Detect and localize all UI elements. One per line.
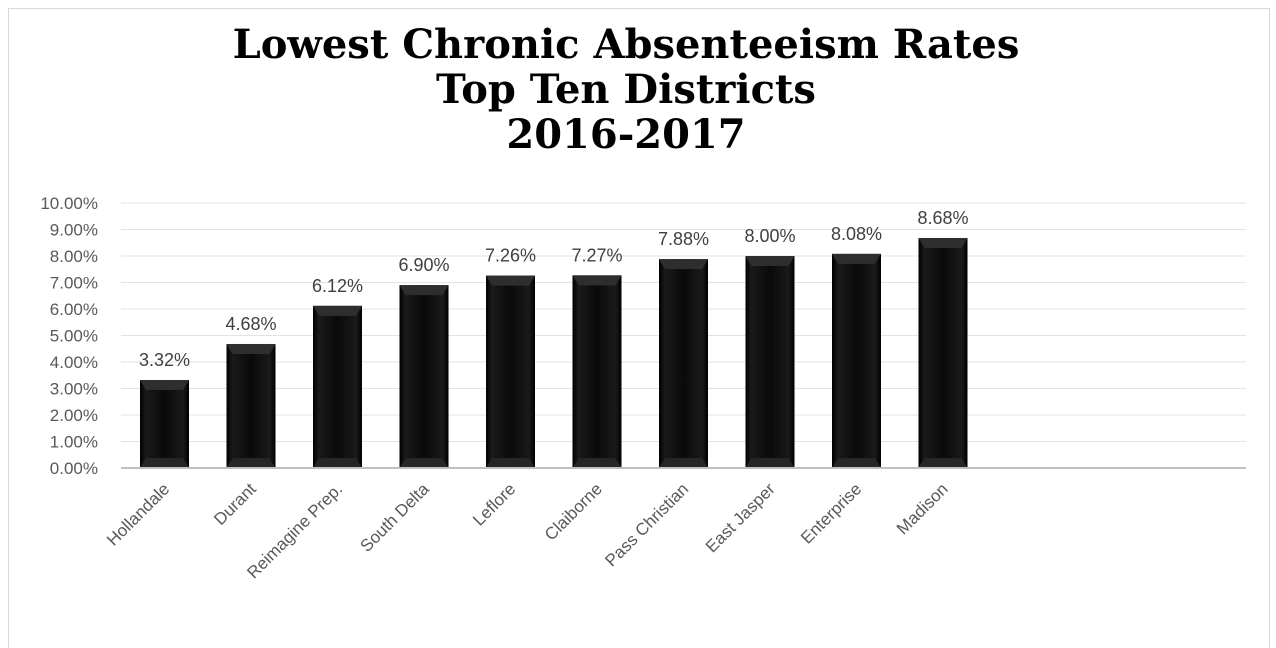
y-tick-label: 2.00% bbox=[50, 406, 98, 425]
data-label: 8.68% bbox=[917, 208, 968, 228]
chart-frame bbox=[8, 8, 1270, 648]
y-tick-label: 10.00% bbox=[40, 194, 98, 213]
bar-body bbox=[745, 256, 795, 468]
chart-title-line-3: 2016-2017 bbox=[506, 111, 746, 158]
bar-body bbox=[486, 275, 535, 468]
chart-title: Lowest Chronic Absenteeism Rates Top Ten… bbox=[0, 22, 1252, 157]
bar-body bbox=[918, 237, 968, 468]
bar bbox=[745, 256, 795, 468]
x-tick-label: Hollandale bbox=[103, 479, 173, 549]
data-label: 8.00% bbox=[744, 226, 795, 246]
data-label: 4.68% bbox=[225, 314, 276, 334]
bar-bevel-top bbox=[140, 380, 189, 391]
chart-title-line-1: Lowest Chronic Absenteeism Rates bbox=[232, 21, 1020, 68]
bar-body bbox=[572, 275, 622, 468]
data-label: 8.08% bbox=[831, 224, 882, 244]
bar-body bbox=[140, 380, 189, 468]
bar-body bbox=[832, 253, 881, 468]
y-axis-ticks: 0.00% 1.00% 2.00% 3.00% 4.00% 5.00% 6.00% 7.00%… bbox=[40, 194, 98, 478]
bar-body bbox=[313, 305, 362, 468]
bar-bevel-top bbox=[572, 275, 622, 286]
data-labels: 3.32% 4.68% 6.12% 6.90% 7.26% 7.27% 7.88% 8.00%… bbox=[139, 208, 969, 370]
x-tick-label: Madison bbox=[893, 479, 952, 538]
bar bbox=[313, 305, 362, 468]
bar-body bbox=[659, 259, 708, 468]
y-tick-label: 4.00% bbox=[50, 353, 98, 372]
bar bbox=[918, 237, 968, 468]
x-tick-label: East Jasper bbox=[702, 479, 779, 556]
data-label: 7.26% bbox=[485, 246, 536, 266]
bar-body bbox=[226, 343, 276, 468]
y-tick-label: 6.00% bbox=[50, 300, 98, 319]
bars bbox=[140, 237, 968, 468]
bar bbox=[486, 275, 535, 468]
bar bbox=[399, 285, 449, 468]
x-tick-label: Enterprise bbox=[797, 479, 865, 547]
bar-bevel-bottom bbox=[659, 458, 708, 468]
bar-bevel-bottom bbox=[399, 458, 449, 468]
bar-bevel-top bbox=[486, 275, 535, 286]
x-tick-label: Pass Christian bbox=[601, 479, 692, 570]
data-label: 6.12% bbox=[312, 276, 363, 296]
bar-bevel-bottom bbox=[486, 458, 535, 468]
bar-bevel-bottom bbox=[745, 458, 795, 468]
bar-bevel-bottom bbox=[918, 458, 968, 468]
bar-bevel-bottom bbox=[572, 458, 622, 468]
y-tick-label: 9.00% bbox=[50, 221, 98, 240]
bar-bevel-bottom bbox=[313, 458, 362, 468]
bar-bevel-top bbox=[659, 259, 708, 270]
y-tick-label: 3.00% bbox=[50, 380, 98, 399]
data-label: 7.27% bbox=[571, 245, 622, 265]
bar-bevel-top bbox=[745, 256, 795, 266]
y-tick-label: 7.00% bbox=[50, 274, 98, 293]
bar bbox=[140, 380, 189, 468]
bar bbox=[832, 253, 881, 468]
x-tick-label: Claiborne bbox=[541, 479, 606, 544]
chart-title-line-2: Top Ten Districts bbox=[436, 66, 816, 113]
data-label: 6.90% bbox=[398, 255, 449, 275]
y-tick-label: 8.00% bbox=[50, 247, 98, 266]
y-tick-label: 0.00% bbox=[50, 459, 98, 478]
x-tick-label: Reimagine Prep. bbox=[243, 479, 346, 582]
bar bbox=[659, 259, 708, 468]
bar bbox=[572, 275, 622, 468]
x-tick-label: Leflore bbox=[469, 479, 519, 529]
bar bbox=[226, 343, 276, 468]
data-label: 3.32% bbox=[139, 350, 190, 370]
y-tick-label: 5.00% bbox=[50, 327, 98, 346]
bar-bevel-top bbox=[313, 305, 362, 316]
bar-bevel-top bbox=[226, 343, 276, 354]
bar-bevel-bottom bbox=[140, 458, 189, 468]
bar-bevel-top bbox=[399, 285, 449, 296]
bar-bevel-bottom bbox=[832, 458, 881, 468]
bar-body bbox=[399, 285, 449, 468]
bar-bevel-bottom bbox=[226, 458, 276, 468]
data-label: 7.88% bbox=[658, 229, 709, 249]
x-tick-label: South Delta bbox=[357, 479, 434, 556]
y-tick-label: 1.00% bbox=[50, 433, 98, 452]
bar-bevel-top bbox=[918, 237, 968, 248]
x-tick-label: Durant bbox=[210, 479, 260, 529]
bar-bevel-top bbox=[832, 253, 881, 264]
